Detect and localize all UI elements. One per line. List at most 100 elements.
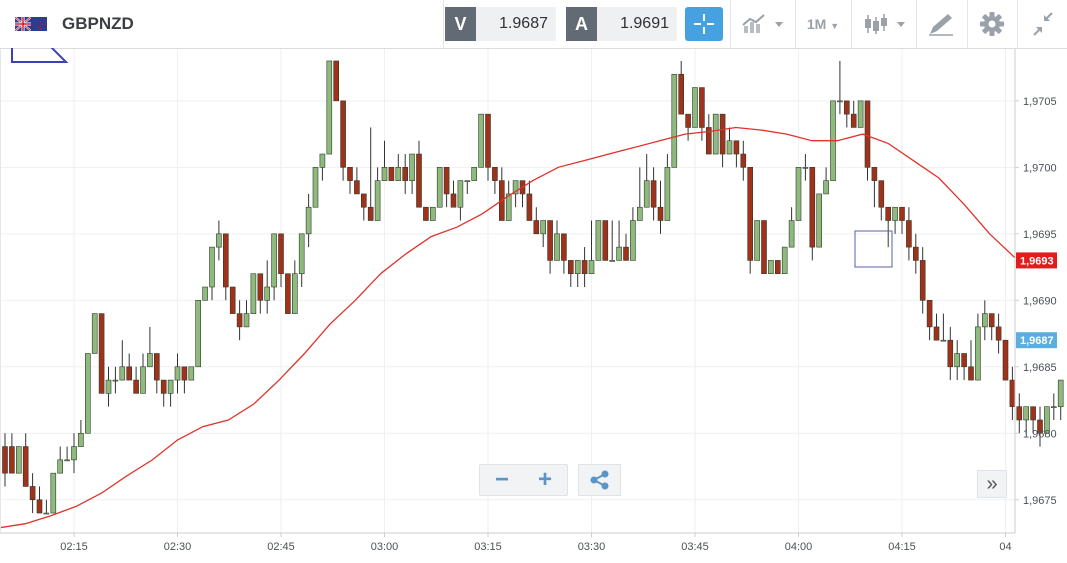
candle-body <box>243 313 250 328</box>
candle-body <box>367 206 374 221</box>
bear-candle <box>526 180 533 221</box>
bull-candle <box>216 220 222 261</box>
y-tick-label: 1,9705 <box>1023 96 1057 108</box>
candle-body <box>478 113 484 168</box>
bull-candle <box>326 60 333 155</box>
bull-candle <box>1051 393 1057 420</box>
bull-candle <box>43 499 50 515</box>
candle-body <box>160 379 167 394</box>
settings-button[interactable] <box>973 7 1011 41</box>
scroll-forward-button[interactable]: » <box>977 470 1007 498</box>
zoom-out-button[interactable]: − <box>481 465 523 495</box>
candle-body <box>705 127 712 155</box>
buy-price[interactable]: 1.9691 <box>597 7 677 41</box>
candle-body <box>15 446 22 474</box>
candle-body <box>333 60 340 102</box>
bull-candle <box>754 220 760 261</box>
bull-candle <box>202 286 208 301</box>
candle-body <box>899 206 905 221</box>
candle-body <box>354 180 360 195</box>
bull-candle <box>823 167 829 195</box>
candle-body <box>167 379 174 394</box>
candle-body <box>112 379 119 382</box>
grid <box>0 49 1015 533</box>
bear-candle <box>761 220 767 275</box>
candle-body <box>588 260 595 275</box>
share-button[interactable] <box>578 464 621 496</box>
bull-candle <box>188 366 195 381</box>
candle-body <box>119 366 126 381</box>
candle-body <box>71 446 77 461</box>
bull-candle <box>381 140 388 181</box>
bear-candle <box>533 207 540 235</box>
candle-body <box>843 100 850 115</box>
buy-tag[interactable]: A <box>566 7 597 41</box>
price-chart[interactable]: 1,9675 1,9680 1,9685 1,9690 1,9695 1,9700 1,97… <box>0 48 1067 563</box>
candle-body <box>995 326 1002 341</box>
candle-body <box>906 220 912 248</box>
bear-candle <box>926 300 933 341</box>
candle-body <box>1016 406 1023 421</box>
flag-icon <box>15 17 47 31</box>
candle-body <box>464 180 471 182</box>
drawing-button[interactable] <box>921 7 961 41</box>
x-tick-label: 02:45 <box>267 541 295 553</box>
candle-body <box>147 353 153 368</box>
crosshair-icon <box>694 14 714 34</box>
bull-candle <box>471 167 478 181</box>
bear-candle <box>602 220 609 261</box>
candlestick-button[interactable] <box>858 7 910 41</box>
candle-body <box>988 313 995 328</box>
bear-candle <box>519 180 526 208</box>
candle-body <box>291 273 298 314</box>
candle-body <box>1002 339 1009 381</box>
bear-candle <box>719 113 726 168</box>
bull-candle <box>429 206 436 221</box>
candle-body <box>754 220 760 261</box>
candle-body <box>492 167 498 181</box>
chart-type-button[interactable] <box>738 7 788 41</box>
bull-candle <box>1044 406 1050 434</box>
candle-body <box>912 246 919 261</box>
candle-body <box>526 193 533 221</box>
bull-candle <box>788 207 795 248</box>
bull-candle <box>726 127 733 155</box>
candle-body <box>285 273 291 314</box>
candle-body <box>926 300 933 328</box>
collapse-button[interactable] <box>1023 7 1063 41</box>
sell-price[interactable]: 1.9687 <box>476 7 556 41</box>
timeframe-button[interactable]: 1M ▼ <box>800 7 846 41</box>
candle-body <box>381 167 388 181</box>
candle-body <box>774 260 781 275</box>
bear-candle <box>22 433 29 487</box>
candle-body <box>319 153 326 168</box>
candle-body <box>678 73 685 115</box>
candle-body <box>326 60 333 155</box>
bull-candle <box>781 246 788 275</box>
zoom-in-button[interactable]: + <box>524 465 566 495</box>
candle-body <box>733 140 740 155</box>
bear-candle <box>678 60 685 115</box>
candle-body <box>630 220 636 261</box>
bull-candle <box>105 366 112 407</box>
candle-body <box>581 260 588 275</box>
bull-candle <box>802 154 809 181</box>
sell-tag[interactable]: V <box>445 7 476 41</box>
bear-candle <box>864 100 871 181</box>
crosshair-button[interactable] <box>685 7 723 41</box>
bull-candle <box>395 154 402 181</box>
candle-body <box>64 459 70 462</box>
candle-body <box>140 366 146 394</box>
candle-body <box>429 206 436 221</box>
bull-candle <box>195 300 201 368</box>
candle-body <box>416 153 422 208</box>
x-tick-label: 03:30 <box>578 541 606 553</box>
zoom-out-icon: − <box>494 466 509 493</box>
candle-body <box>126 366 132 381</box>
candle-body <box>692 87 698 128</box>
candle-body <box>940 339 947 342</box>
candle-body <box>312 167 319 208</box>
candle-body <box>623 246 629 261</box>
zoom-in-icon: + <box>537 466 552 493</box>
bull-candle <box>664 154 671 221</box>
